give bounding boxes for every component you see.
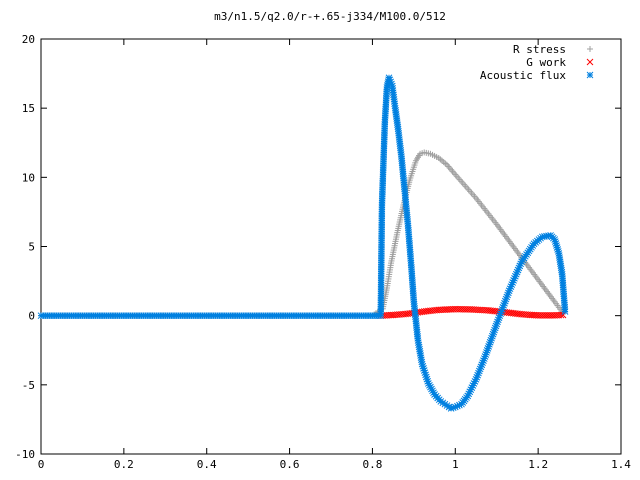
axis-ticks: 0 0.2 0.4 0.6 0.8 1 1.2 1.4 -10 -5 0 5 10 15 20 xyxy=(15,33,631,471)
legend-label: G work xyxy=(526,56,566,69)
chart-title: m3/n1.5/q2.0/r-+.65-j334/M100.0/512 xyxy=(214,10,446,23)
series-layer xyxy=(37,74,569,412)
x-tick-label: 1 xyxy=(452,458,459,471)
legend-label: R stress xyxy=(513,43,566,56)
x-tick-label: 0 xyxy=(38,458,45,471)
legend-marker xyxy=(587,46,593,52)
data-point xyxy=(561,308,569,315)
y-tick-label: -5 xyxy=(22,379,35,392)
y-tick-label: 20 xyxy=(22,33,35,46)
y-tick-label: 15 xyxy=(22,102,35,115)
y-tick-label: 10 xyxy=(22,171,35,184)
legend-marker xyxy=(586,58,594,66)
x-tick-label: 1.4 xyxy=(611,458,631,471)
series-cross xyxy=(377,305,567,320)
x-tick-label: 0.6 xyxy=(280,458,300,471)
x-tick-label: 1.2 xyxy=(528,458,548,471)
x-tick-label: 0.4 xyxy=(197,458,217,471)
series-plus xyxy=(38,149,566,319)
legend-label: Acoustic flux xyxy=(480,69,566,82)
x-tick-label: 0.8 xyxy=(362,458,382,471)
legend-marker xyxy=(586,71,594,79)
x-tick-label: 0.2 xyxy=(114,458,134,471)
y-tick-label: 5 xyxy=(28,241,35,254)
series-asterisk xyxy=(37,74,569,412)
y-tick-label: -10 xyxy=(15,448,35,461)
y-tick-label: 0 xyxy=(28,310,35,323)
